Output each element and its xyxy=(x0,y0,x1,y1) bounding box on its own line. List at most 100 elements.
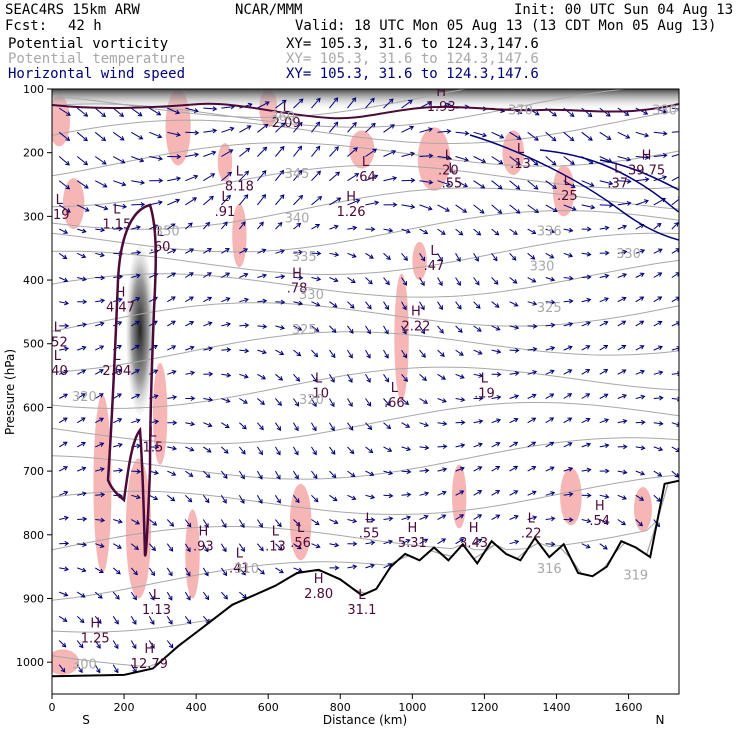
wind-vector xyxy=(491,253,498,261)
wind-vector-head xyxy=(586,297,592,303)
wind-vector xyxy=(293,223,301,230)
wind-vector xyxy=(401,277,407,286)
wind-vector xyxy=(149,107,161,116)
wind-vector xyxy=(166,567,173,576)
wind-vector xyxy=(527,180,539,190)
wind-vector-head xyxy=(475,304,481,309)
wind-vector xyxy=(401,301,407,310)
wind-vector-head xyxy=(477,442,483,448)
wind-vector xyxy=(274,446,281,455)
wind-vector xyxy=(545,543,555,545)
wind-vector xyxy=(221,127,234,133)
wind-vector xyxy=(347,565,357,569)
forecast-hour-label: Fcst: xyxy=(5,18,48,34)
wind-vector xyxy=(257,221,264,230)
wind-vector xyxy=(653,223,662,230)
wind-vector xyxy=(113,443,123,448)
wind-vector-head xyxy=(531,490,537,496)
wind-vector xyxy=(563,393,572,399)
wind-vector xyxy=(671,398,679,400)
wind-vector xyxy=(437,277,443,286)
wind-vector xyxy=(275,519,282,527)
wind-vector xyxy=(329,325,337,333)
wind-vector xyxy=(671,176,679,182)
wind-vector xyxy=(365,148,377,157)
pv-extremum: H1.26 xyxy=(337,190,366,220)
wind-vector xyxy=(95,543,104,548)
wind-vector-head xyxy=(625,134,631,139)
extremum-value: 2.22 xyxy=(401,320,430,335)
wind-vector-head xyxy=(212,128,218,134)
wind-vector-head xyxy=(622,394,628,399)
wind-vector-head xyxy=(568,491,574,497)
wind-vector-head xyxy=(511,255,517,261)
wind-vector xyxy=(581,418,590,424)
extremum-value: .25 xyxy=(557,189,578,204)
wind-vector xyxy=(184,494,192,503)
wind-vector-head xyxy=(604,250,610,256)
wind-vector xyxy=(131,131,143,140)
wind-vector-head xyxy=(530,255,536,260)
wind-vector xyxy=(131,369,140,375)
wind-vector xyxy=(653,494,661,502)
wind-vector-head xyxy=(330,377,335,383)
wind-vector-head xyxy=(172,420,178,426)
wind-vector-head xyxy=(590,204,596,210)
wind-vector xyxy=(95,204,108,210)
wind-vector xyxy=(167,370,176,375)
wind-vector-head xyxy=(622,469,628,475)
wind-vector-head xyxy=(567,345,573,351)
wind-vector xyxy=(58,156,70,166)
wind-vector xyxy=(545,393,554,399)
wind-vector xyxy=(76,417,86,424)
theta-contour-label: 300 xyxy=(72,658,97,673)
model-title: SEAC4RS 15km ARW xyxy=(5,2,140,18)
wind-vector-head xyxy=(296,351,302,357)
wind-vector xyxy=(220,543,227,552)
pv-extremum: L.13 xyxy=(265,524,286,554)
upper-pv-shading xyxy=(52,89,679,111)
wind-vector-head xyxy=(604,225,610,231)
wind-speed-blob xyxy=(62,178,85,230)
wind-vector-head xyxy=(99,345,105,350)
wind-vector-head xyxy=(352,541,358,547)
wind-vector xyxy=(401,470,411,473)
wind-vector-head xyxy=(119,136,125,141)
wind-vector-head xyxy=(390,124,395,129)
wind-vector xyxy=(599,543,608,550)
wind-vector-head xyxy=(207,321,213,327)
wind-vector-head xyxy=(297,169,303,175)
wind-vector-head xyxy=(370,540,376,546)
wind-vector-head xyxy=(171,369,177,375)
wind-vector-head xyxy=(569,136,575,142)
wind-vector xyxy=(617,519,626,525)
wind-vector-head xyxy=(423,514,429,520)
wind-vector xyxy=(437,398,447,403)
extremum-type: H xyxy=(314,572,324,587)
wind-vector xyxy=(329,97,338,109)
wind-vector xyxy=(383,277,390,285)
wind-vector-head xyxy=(334,146,339,151)
wind-vector xyxy=(311,224,320,230)
wind-vector-head xyxy=(66,111,71,116)
wind-vector xyxy=(185,107,199,112)
wind-vector-head xyxy=(440,230,446,235)
wind-vector xyxy=(167,396,177,399)
wind-vector-head xyxy=(78,668,83,674)
wind-vector-head xyxy=(83,112,89,117)
wind-vector-head xyxy=(407,99,413,105)
wind-vector-head xyxy=(334,565,340,571)
wind-vector-head xyxy=(64,346,69,352)
wind-vector xyxy=(437,204,450,212)
pv-extremum: L.56 xyxy=(290,521,311,551)
wind-vector-head xyxy=(135,418,141,424)
wind-vector xyxy=(563,156,575,165)
wind-vector-head xyxy=(194,130,200,136)
forecast-hour-value: 42 h xyxy=(68,18,102,34)
wind-vector xyxy=(77,277,87,281)
extremum-value: .41 xyxy=(229,562,250,577)
wind-vector-head xyxy=(315,301,321,307)
wind-vector-head xyxy=(336,197,342,202)
wind-vector-head xyxy=(622,495,627,500)
wind-vector-head xyxy=(171,272,177,277)
